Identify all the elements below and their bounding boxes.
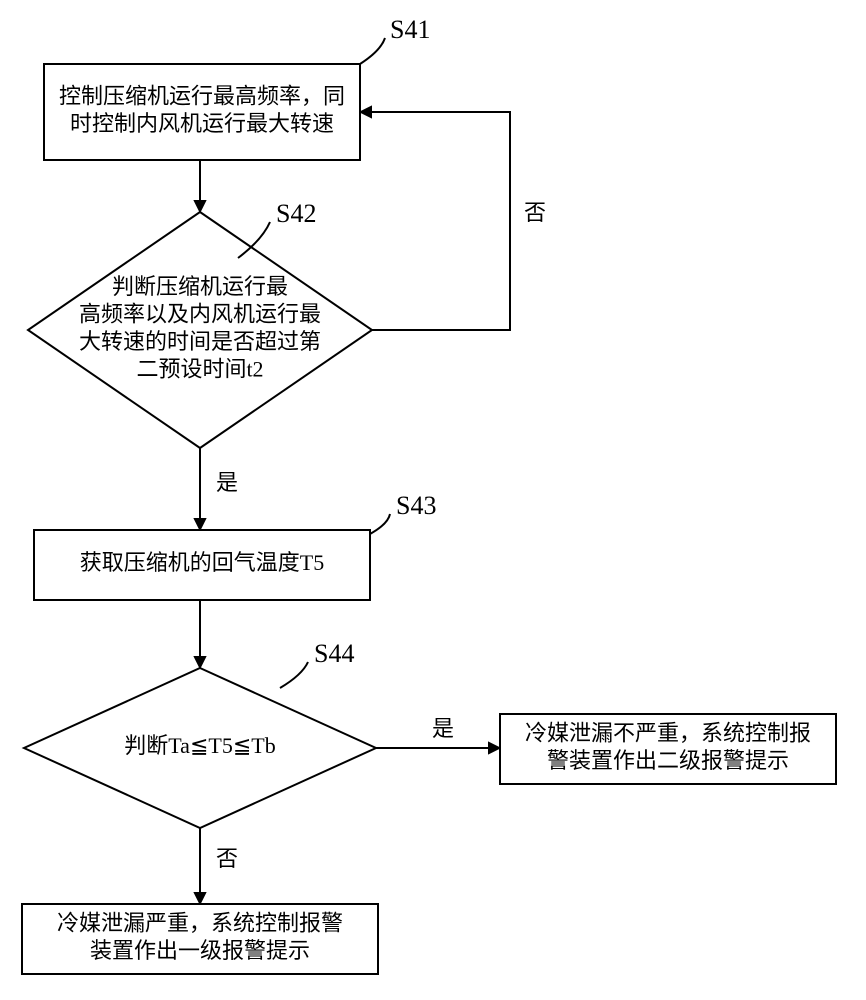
node-text: 冷媒泄漏严重，系统控制报警 <box>57 910 343 935</box>
step-label: S41 <box>390 15 430 44</box>
node-text: 装置作出一级报警提示 <box>90 938 310 963</box>
edge-label: 是 <box>216 470 238 495</box>
step-label: S42 <box>276 199 316 228</box>
edge <box>360 112 510 330</box>
label-leader <box>280 662 308 688</box>
node-text: 时控制内风机运行最大转速 <box>70 111 334 136</box>
node-text: 二预设时间t2 <box>136 356 263 381</box>
node-text: 大转速的时间是否超过第 <box>79 329 321 354</box>
edge-label: 否 <box>216 846 238 871</box>
nodes: 控制压缩机运行最高频率，同时控制内风机运行最大转速 S41 判断压缩机运行最高频率以… <box>22 15 836 974</box>
label-leader <box>360 38 385 64</box>
node-text: 警装置作出二级报警提示 <box>547 748 789 773</box>
node-text: 控制压缩机运行最高频率，同 <box>59 83 345 108</box>
step-label: S43 <box>396 491 436 520</box>
step-label: S44 <box>314 639 354 668</box>
node-text: 判断压缩机运行最 <box>112 274 288 299</box>
node-text: 判断Ta≦T5≦Tb <box>124 733 275 758</box>
node-text: 获取压缩机的回气温度T5 <box>80 550 324 575</box>
node-text: 冷媒泄漏不严重，系统控制报 <box>525 720 811 745</box>
edge-label: 否 <box>524 200 546 225</box>
node-text: 高频率以及内风机运行最 <box>79 301 321 326</box>
edge-label: 是 <box>432 716 454 741</box>
label-leader <box>370 514 390 534</box>
